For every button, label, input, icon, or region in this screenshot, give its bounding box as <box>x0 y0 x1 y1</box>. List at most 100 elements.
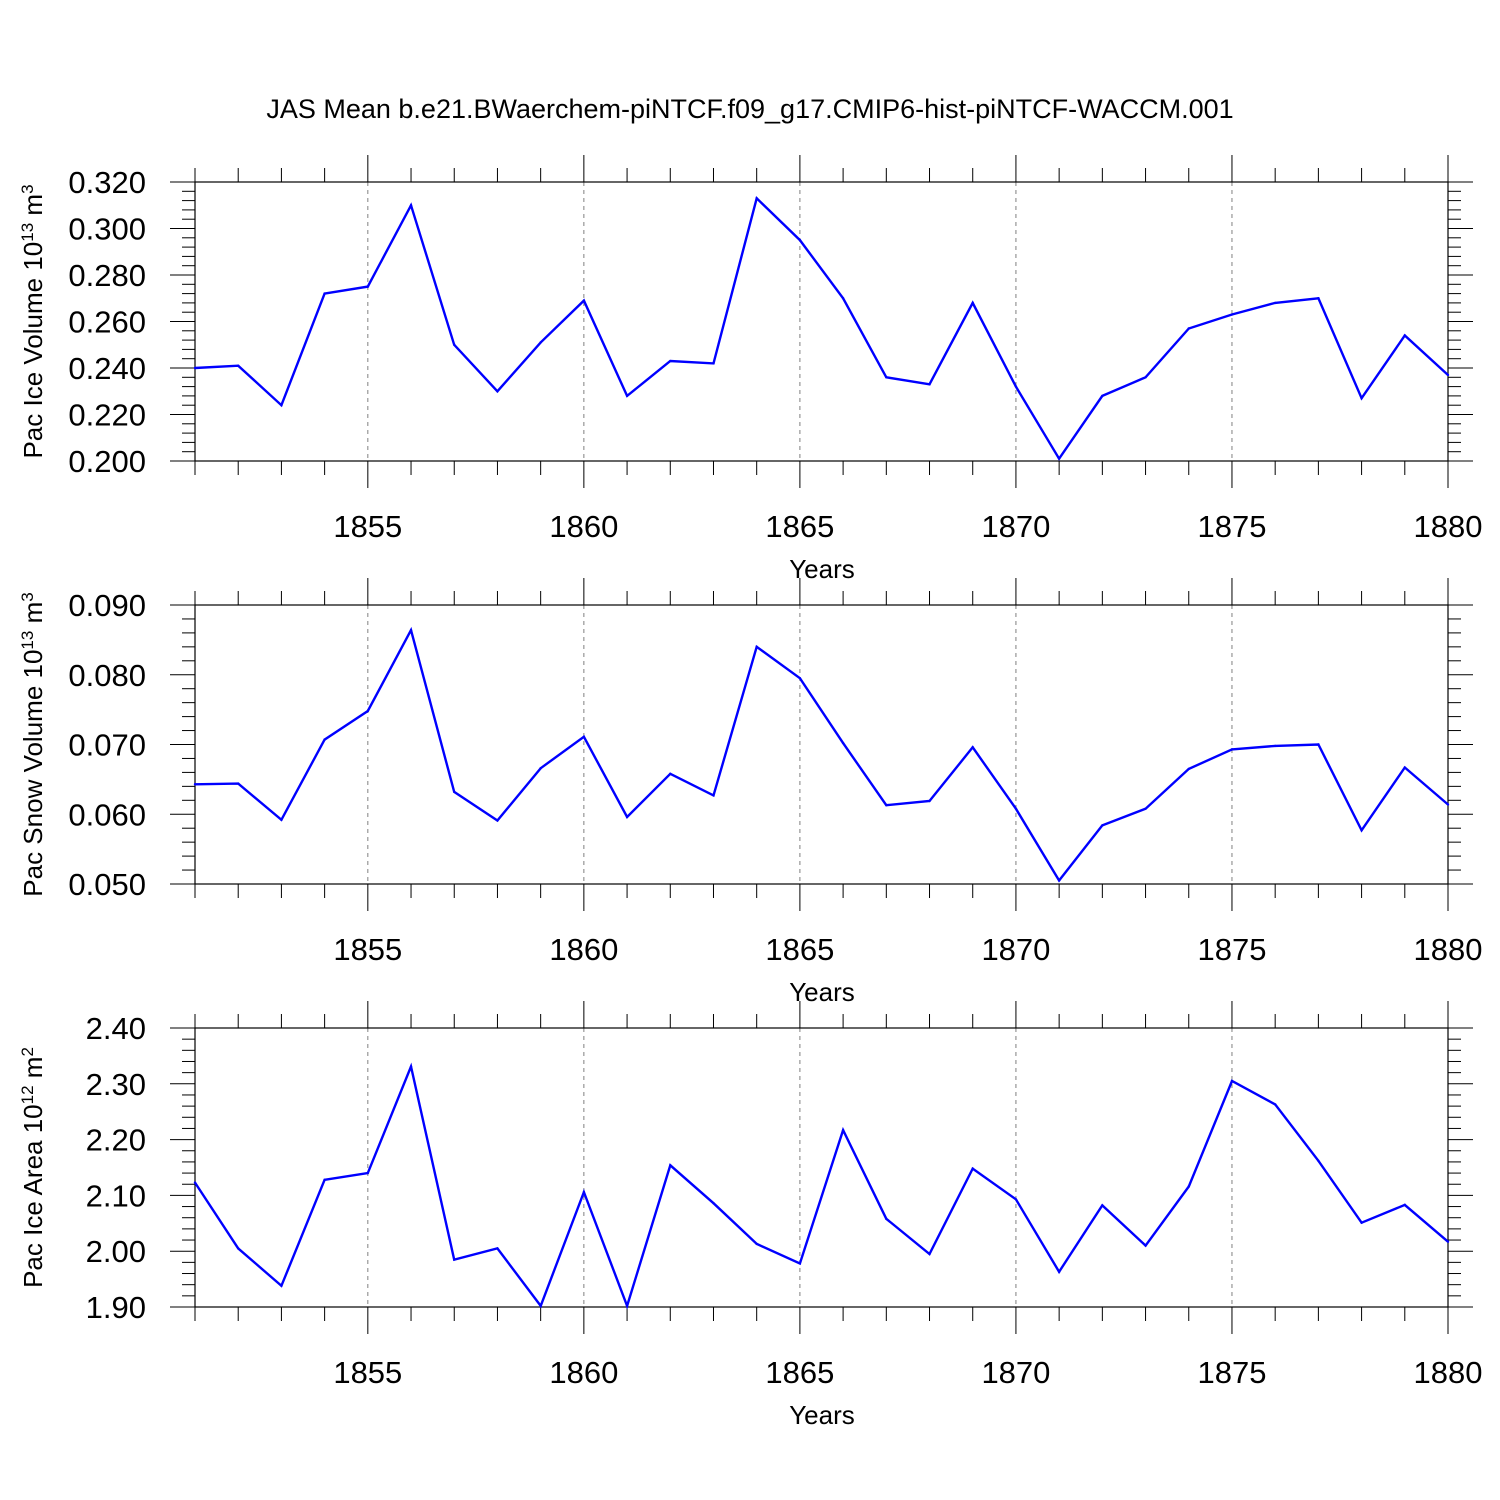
y-tick-label: 0.090 <box>68 588 146 623</box>
data-point <box>453 1258 456 1261</box>
data-point <box>366 1171 370 1175</box>
data-point <box>1101 394 1104 398</box>
data-point <box>1057 1270 1061 1274</box>
y-tick-label: 0.240 <box>68 351 146 386</box>
x-axis-title: Years <box>789 1400 855 1430</box>
data-point <box>1230 748 1234 751</box>
data-point <box>323 292 326 295</box>
data-point <box>1014 807 1018 810</box>
y-axis-title-unit: m <box>18 1057 48 1086</box>
data-point <box>841 1128 845 1132</box>
x-tick-label: 1870 <box>981 932 1050 967</box>
data-point <box>582 1190 586 1194</box>
y-tick-label: 0.300 <box>68 212 146 247</box>
series-line <box>194 196 1449 461</box>
y-axis-title-prefix: Pac Snow Volume 10 <box>18 650 48 897</box>
y-axis-title-unit: m <box>18 194 48 223</box>
data-point <box>971 1167 974 1170</box>
data-point <box>755 197 758 200</box>
x-tick-label: 1880 <box>1414 1355 1483 1390</box>
y-tick-label: 0.280 <box>68 258 146 293</box>
data-point <box>669 359 672 363</box>
data-point <box>1187 767 1190 771</box>
y-axis-title-unit-exponent: 3 <box>18 184 37 193</box>
data-point <box>1187 327 1190 330</box>
data-point <box>1057 457 1061 460</box>
y-tick-label: 0.050 <box>68 867 146 902</box>
data-point <box>582 735 586 739</box>
data-point <box>669 1164 672 1167</box>
y-tick-label: 2.30 <box>86 1067 146 1102</box>
x-tick-label: 1875 <box>1197 932 1266 967</box>
data-point <box>496 819 499 822</box>
x-tick-label: 1855 <box>333 509 402 544</box>
y-tick-label: 2.10 <box>86 1178 146 1213</box>
x-tick-label: 1865 <box>765 1355 834 1390</box>
x-tick-label: 1880 <box>1414 509 1483 544</box>
data-point <box>712 794 715 797</box>
data-point <box>712 362 715 365</box>
y-axis-title-exponent: 13 <box>18 631 37 650</box>
data-point <box>193 1181 197 1184</box>
data-point <box>1360 829 1363 832</box>
x-tick-label: 1880 <box>1414 932 1483 967</box>
x-tick-label: 1855 <box>333 932 402 967</box>
x-tick-label: 1875 <box>1197 1355 1266 1390</box>
data-point <box>1014 385 1018 388</box>
x-tick-label: 1870 <box>981 1355 1050 1390</box>
data-point <box>928 383 931 386</box>
y-axis-title-unit-exponent: 3 <box>18 592 37 601</box>
data-point <box>539 341 542 344</box>
data-point <box>323 1178 326 1181</box>
data-point <box>1403 1203 1406 1207</box>
y-axis-title-unit-exponent: 2 <box>18 1047 37 1056</box>
data-point <box>1057 879 1061 882</box>
y-axis-title: Pac Snow Volume 1013 m3 <box>18 592 49 896</box>
data-point <box>841 297 845 300</box>
data-point <box>280 818 283 822</box>
x-axis-title: Years <box>789 554 855 584</box>
data-point <box>539 1304 542 1308</box>
data-point <box>366 285 370 288</box>
y-tick-label: 0.070 <box>68 728 146 763</box>
data-point <box>1187 1185 1190 1188</box>
data-point <box>798 677 802 680</box>
data-point <box>1403 766 1406 769</box>
data-point <box>409 1065 413 1068</box>
data-point <box>1230 313 1234 316</box>
y-tick-label: 0.320 <box>68 165 146 200</box>
data-point <box>841 741 845 745</box>
data-point <box>280 1284 283 1287</box>
chart-panel-1: 0.200 0.220 0.240 0.260 0.280 0.300 0.320 1855 1… <box>18 155 1483 584</box>
data-point <box>1360 1221 1363 1224</box>
data-point <box>971 746 974 749</box>
data-point <box>453 790 456 794</box>
data-point <box>1317 297 1320 300</box>
data-point <box>453 343 456 346</box>
data-point <box>1403 334 1406 337</box>
x-tick-label: 1870 <box>981 509 1050 544</box>
data-point <box>1273 301 1277 305</box>
data-point <box>1446 1240 1450 1243</box>
x-tick-label: 1855 <box>333 1355 402 1390</box>
data-point <box>1317 743 1320 746</box>
data-point <box>237 1247 240 1250</box>
data-point <box>885 803 888 807</box>
x-tick-label: 1865 <box>765 932 834 967</box>
data-point <box>1144 807 1147 810</box>
x-axis-title: Years <box>789 977 855 1007</box>
data-point <box>280 404 283 407</box>
data-point <box>1273 1103 1277 1106</box>
data-point <box>1014 1198 1018 1201</box>
y-tick-label: 2.00 <box>86 1234 146 1269</box>
data-point <box>712 1202 715 1205</box>
data-point <box>1446 373 1450 377</box>
data-point <box>1230 1079 1234 1083</box>
y-tick-label: 0.260 <box>68 305 146 340</box>
data-point <box>928 799 931 803</box>
y-axis-title: Pac Ice Area 1012 m2 <box>18 1047 49 1288</box>
y-tick-label: 2.40 <box>86 1011 146 1046</box>
data-point <box>539 767 542 770</box>
